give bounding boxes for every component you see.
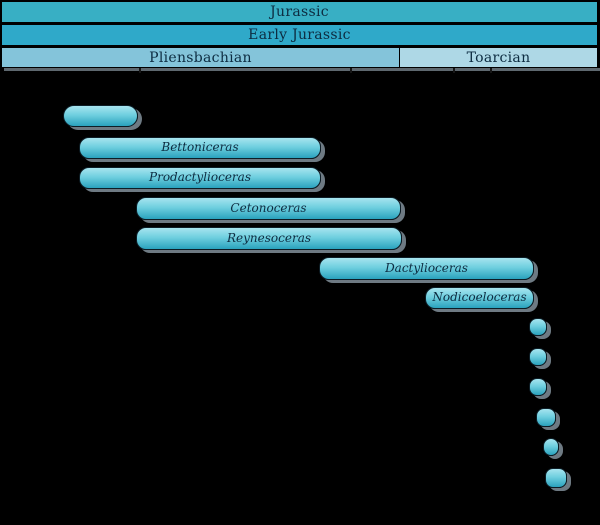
timescale-epoch-cell: Early Jurassic <box>1 24 598 46</box>
taxon-range-bar-cetonoceras: Cetonoceras <box>136 197 401 220</box>
taxon-range-bar-reynesoceras: Reynesoceras <box>136 227 402 250</box>
taxon-range-bar <box>545 468 567 488</box>
taxon-range-bar-bettoniceras: Bettoniceras <box>79 137 321 159</box>
epoch-label: Early Jurassic <box>248 27 351 43</box>
taxon-range-bar-nodicoeloceras: Nodicoeloceras <box>425 287 534 309</box>
stage-label-pliensbachian: Pliensbachian <box>149 49 252 66</box>
taxon-label: Nodicoeloceras <box>432 290 527 304</box>
timescale-stage-cell-pliensbachian: Pliensbachian <box>1 47 400 68</box>
taxon-range-bar <box>536 408 556 427</box>
taxon-label: Bettoniceras <box>161 140 239 154</box>
taxon-label: Prodactylioceras <box>149 170 251 184</box>
timescale-shadow <box>4 68 600 71</box>
taxon-range-bar <box>63 105 138 127</box>
time-axis-tick <box>453 68 455 73</box>
taxon-label: Cetonoceras <box>230 201 307 215</box>
taxon-range-bar-prodactylioceras: Prodactylioceras <box>79 167 321 189</box>
taxon-range-bar-dactylioceras: Dactylioceras <box>319 257 534 280</box>
time-axis-tick <box>490 68 492 73</box>
timescale-period-cell: Jurassic <box>1 1 598 23</box>
taxon-label: Reynesoceras <box>227 231 311 245</box>
taxon-label: Dactylioceras <box>385 261 468 275</box>
taxon-range-bar <box>529 348 547 366</box>
stage-label-toarcian: Toarcian <box>466 49 531 66</box>
timescale-stage-cell-toarcian: Toarcian <box>399 47 598 68</box>
taxon-range-bar <box>543 438 559 456</box>
time-axis-tick <box>350 68 352 73</box>
time-axis-tick <box>139 68 141 73</box>
taxon-range-bar <box>529 378 547 396</box>
period-label: Jurassic <box>270 4 329 20</box>
taxon-range-bar <box>529 318 547 336</box>
